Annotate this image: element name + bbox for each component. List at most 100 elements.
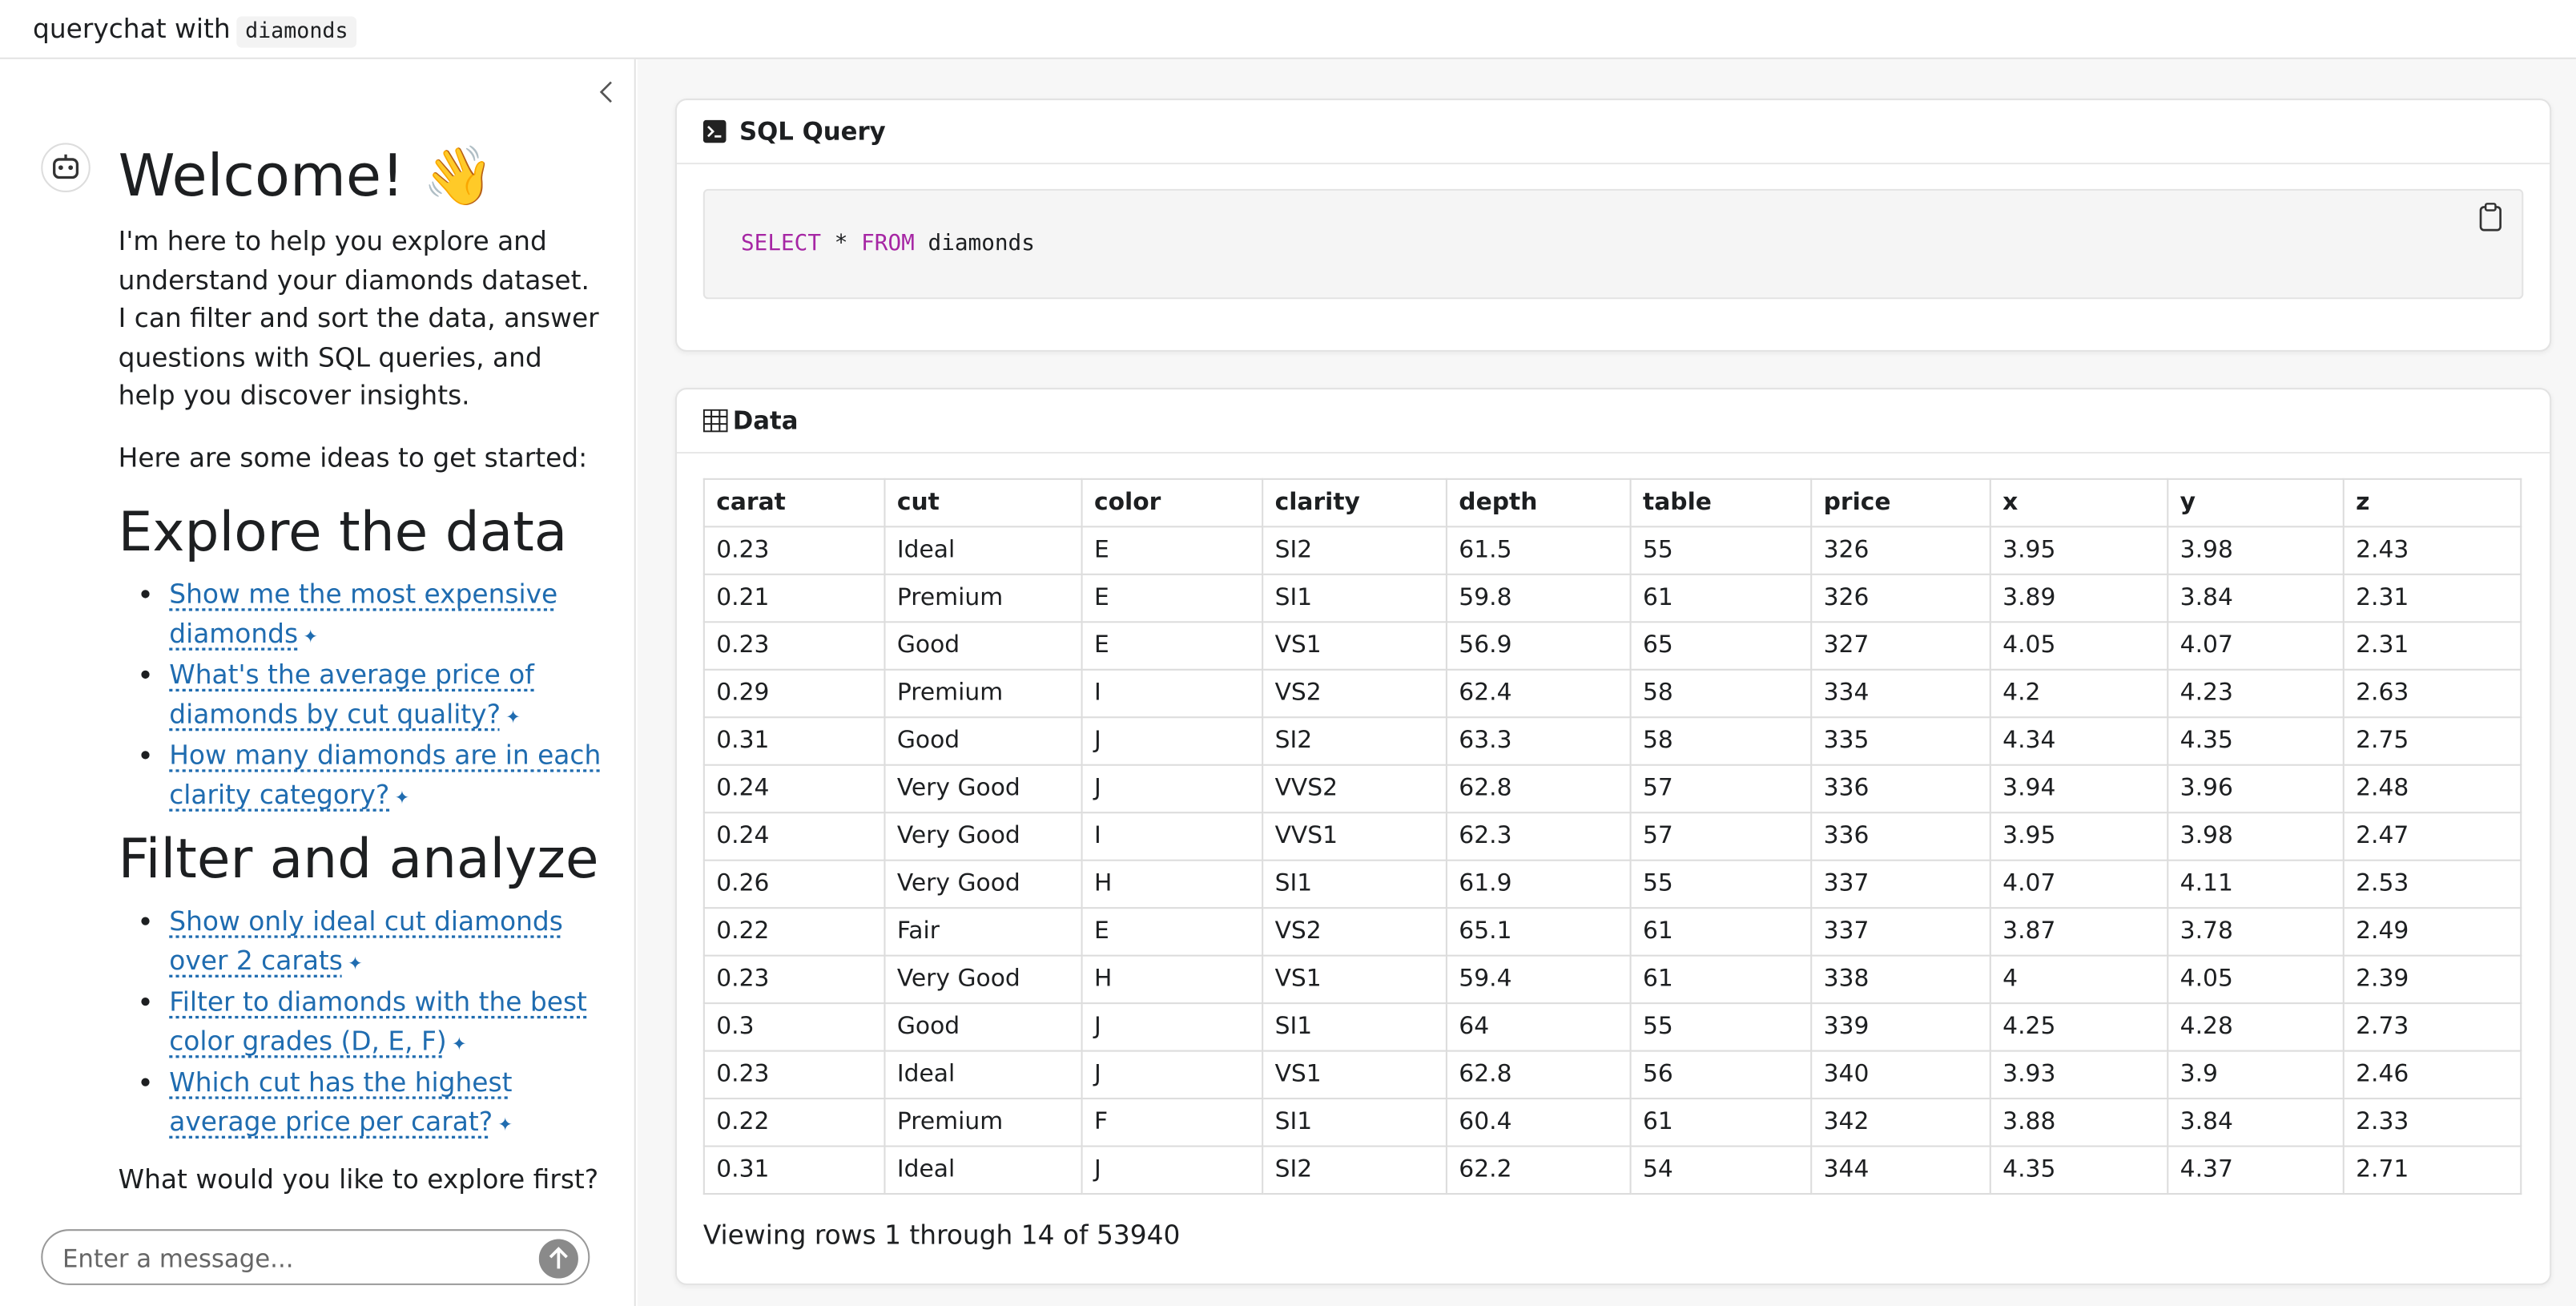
table-cell: 61 xyxy=(1629,1098,1813,1147)
table-cell: Fair xyxy=(883,907,1083,957)
column-header: z xyxy=(2342,478,2522,528)
table-cell: 62.8 xyxy=(1445,764,1632,814)
table-cell: Very Good xyxy=(883,812,1083,861)
table-cell: 2.31 xyxy=(2342,573,2522,623)
table-cell: 2.73 xyxy=(2342,1002,2522,1052)
table-row: 0.24 Very Good J VVS2 62.8 57 336 3.94 3.96 2.48 xyxy=(702,764,2522,814)
table-cell: 0.23 xyxy=(702,621,886,671)
table-cell: 344 xyxy=(1810,1145,1991,1195)
table-cell: SI2 xyxy=(1262,526,1447,575)
table-cell: I xyxy=(1081,812,1264,861)
table-cell: 4.11 xyxy=(2167,859,2345,909)
send-button[interactable] xyxy=(538,1239,578,1279)
table-cell: Premium xyxy=(883,573,1083,623)
table-cell: E xyxy=(1081,573,1264,623)
table-cell: SI2 xyxy=(1262,716,1447,766)
table-cell: 64 xyxy=(1445,1002,1632,1052)
table-cell: 0.21 xyxy=(702,573,886,623)
table-cell: F xyxy=(1081,1098,1264,1147)
copy-button[interactable] xyxy=(2477,202,2504,232)
main-panel: SQL Query SELECT * FROM diamonds Data ca… xyxy=(637,58,2576,1306)
table-cell: 2.46 xyxy=(2342,1050,2522,1100)
collapse-button[interactable] xyxy=(594,79,618,105)
suggestion-list: Show me the most expensive diamonds✦What… xyxy=(119,575,603,816)
table-cell: 4.35 xyxy=(1989,1145,2169,1195)
table-cell: Good xyxy=(883,716,1083,766)
suggestion-sections: Explore the data Show me the most expensi… xyxy=(119,500,603,1144)
table-cell: 61.9 xyxy=(1445,859,1632,909)
suggestion-list: Show only ideal cut diamonds over 2 cara… xyxy=(119,902,603,1143)
column-header: price xyxy=(1810,478,1991,528)
message-input[interactable]: Enter a message... xyxy=(41,1229,590,1285)
table-cell: 3.94 xyxy=(1989,764,2169,814)
sparkle-icon: ✦ xyxy=(497,1113,513,1135)
table-row: 0.26 Very Good H SI1 61.9 55 337 4.07 4.11 2.53 xyxy=(702,859,2522,909)
table-cell: Very Good xyxy=(883,764,1083,814)
header-row: carat cut color clarity depth table price x y z xyxy=(702,478,2522,528)
table-cell: 61 xyxy=(1629,573,1813,623)
table-cell: Premium xyxy=(883,1098,1083,1147)
table-row: 0.31 Good J SI2 63.3 58 335 4.34 4.35 2.75 xyxy=(702,716,2522,766)
table-cell: 56.9 xyxy=(1445,621,1632,671)
column-header: clarity xyxy=(1262,478,1447,528)
suggestion-item: Which cut has the highest average price … xyxy=(169,1063,602,1143)
table-cell: 337 xyxy=(1810,859,1991,909)
suggestion-link[interactable]: Which cut has the highest average price … xyxy=(169,1066,513,1137)
table-cell: 57 xyxy=(1629,812,1813,861)
sparkle-icon: ✦ xyxy=(451,1033,467,1054)
table-cell: Ideal xyxy=(883,1050,1083,1100)
table-cell: J xyxy=(1081,1050,1264,1100)
table-cell: 3.88 xyxy=(1989,1098,2169,1147)
table-row: 0.31 Ideal J SI2 62.2 54 344 4.35 4.37 2.71 xyxy=(702,1145,2522,1195)
bot-avatar xyxy=(41,143,91,192)
table-cell: 3.93 xyxy=(1989,1050,2169,1100)
table-cell: 0.22 xyxy=(702,907,886,957)
table-cell: VS1 xyxy=(1262,954,1447,1005)
table-cell: 0.24 xyxy=(702,812,886,861)
table-cell: 59.4 xyxy=(1445,954,1632,1005)
title-text: querychat with xyxy=(33,13,231,45)
table-cell: 0.3 xyxy=(702,1002,886,1052)
table-cell: 56 xyxy=(1629,1050,1813,1100)
table-cell: 4.35 xyxy=(2167,716,2345,766)
table-cell: 3.84 xyxy=(2167,1098,2345,1147)
suggestion-link[interactable]: Show only ideal cut diamonds over 2 cara… xyxy=(169,905,563,976)
sql-token: * xyxy=(834,230,848,256)
table-cell: VS1 xyxy=(1262,1050,1447,1100)
sparkle-icon: ✦ xyxy=(394,786,410,808)
table-cell: 62.3 xyxy=(1445,812,1632,861)
table-cell: 65.1 xyxy=(1445,907,1632,957)
data-card: Data carat cut color clarity depth table price… xyxy=(674,388,2552,1285)
suggestion-link[interactable]: Filter to diamonds with the best color g… xyxy=(169,986,587,1056)
data-card-header: Data xyxy=(677,389,2550,454)
table-cell: 0.24 xyxy=(702,764,886,814)
title-code: diamonds xyxy=(236,16,356,48)
table-cell: 335 xyxy=(1810,716,1991,766)
sparkle-icon: ✦ xyxy=(505,705,521,728)
table-cell: Very Good xyxy=(883,954,1083,1005)
table-cell: 57 xyxy=(1629,764,1813,814)
sql-card-title: SQL Query xyxy=(739,116,886,147)
table-cell: Ideal xyxy=(883,1145,1083,1195)
data-table: carat cut color clarity depth table price x y z 0.… xyxy=(702,478,2522,1195)
table-cell: 326 xyxy=(1810,526,1991,575)
ideas-intro: Here are some ideas to get started: xyxy=(118,441,588,473)
section-heading: Explore the data xyxy=(118,499,568,564)
table-cell: 340 xyxy=(1810,1050,1991,1100)
table-cell: 2.47 xyxy=(2342,812,2522,861)
table-cell: H xyxy=(1081,954,1264,1005)
suggestion-link[interactable]: What's the average price of diamonds by … xyxy=(169,659,534,729)
table-row: 0.22 Premium F SI1 60.4 61 342 3.88 3.84 2.33 xyxy=(702,1098,2522,1147)
table-cell: 339 xyxy=(1810,1002,1991,1052)
table-cell: 4.37 xyxy=(2167,1145,2345,1195)
table-cell: 0.31 xyxy=(702,1145,886,1195)
table-cell: VVS2 xyxy=(1262,764,1447,814)
data-card-title: Data xyxy=(732,405,799,436)
suggestion-link[interactable]: Show me the most expensive diamonds xyxy=(169,578,558,649)
table-cell: 58 xyxy=(1629,716,1813,766)
table-cell: 3.78 xyxy=(2167,907,2345,957)
table-cell: SI1 xyxy=(1262,1098,1447,1147)
suggestion-link[interactable]: How many diamonds are in each clarity ca… xyxy=(169,739,602,810)
header-title: querychat with diamonds xyxy=(33,13,356,48)
table-cell: 55 xyxy=(1629,1002,1813,1052)
